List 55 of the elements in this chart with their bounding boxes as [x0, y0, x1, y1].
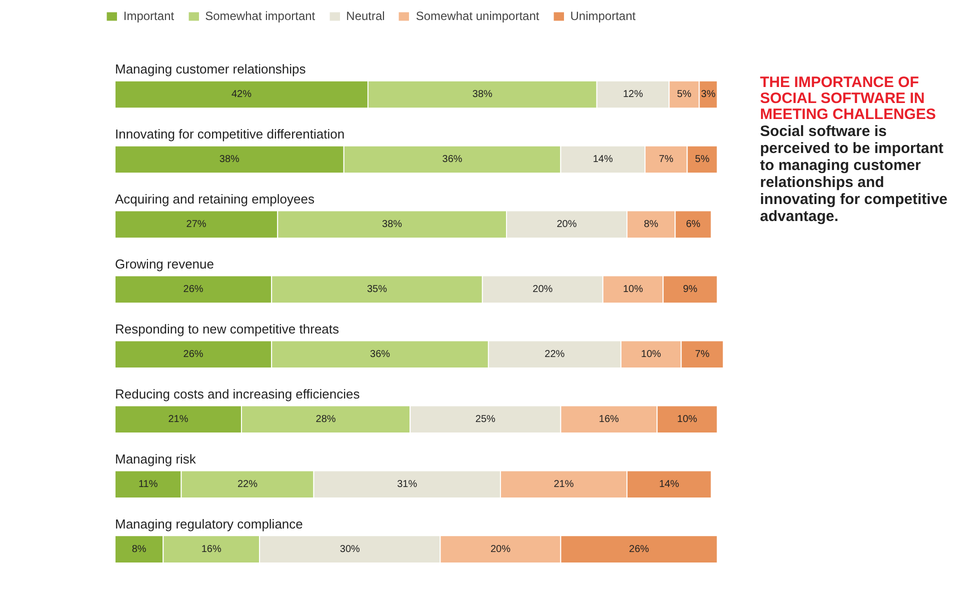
legend-label: Somewhat important — [205, 9, 316, 23]
data-label: 5% — [676, 89, 692, 100]
data-label: 21% — [168, 414, 188, 425]
data-label: 10% — [641, 348, 662, 360]
data-label: 26% — [629, 544, 650, 555]
data-label: 9% — [682, 284, 698, 295]
y-tick-label: Reducing costs and increasing efficiencies — [115, 386, 360, 402]
data-label: 11% — [138, 478, 158, 490]
data-label: 38% — [382, 218, 402, 230]
data-label: 38% — [219, 154, 240, 165]
data-label: 22% — [544, 348, 565, 360]
data-label: 7% — [658, 154, 674, 165]
data-label: 10% — [677, 414, 698, 425]
data-label: 8% — [644, 218, 658, 230]
data-label: 20% — [556, 218, 577, 230]
y-tick-label: Growing revenue — [115, 256, 214, 272]
legend-label: Neutral — [346, 9, 385, 23]
data-label: 35% — [367, 284, 388, 295]
data-label: 5% — [695, 154, 710, 165]
data-label: 26% — [183, 348, 204, 360]
y-tick-label: Acquiring and retaining employees — [115, 192, 315, 207]
data-label: 26% — [183, 284, 204, 295]
y-tick-label: Managing regulatory compliance — [115, 516, 303, 532]
data-label: 42% — [231, 89, 252, 100]
text: Social software is perceived to be important to managing customer relationships and innovating for competitive advantage. — [760, 123, 949, 225]
data-label: 31% — [397, 478, 418, 490]
text: THE IMPORTANCE OF SOCIAL SOFTWARE IN MEETING CHALLENGES — [760, 74, 937, 123]
data-label: 36% — [442, 154, 462, 165]
data-label: 28% — [316, 414, 336, 425]
y-tick-label: Managing risk — [115, 452, 196, 467]
data-label: 3% — [701, 89, 716, 100]
y-tick-label: Managing customer relationships — [115, 62, 306, 77]
data-label: 16% — [598, 414, 620, 425]
data-label: 25% — [475, 414, 496, 425]
data-label: 20% — [532, 284, 553, 295]
legend-label: Somewhat unimportant — [416, 9, 540, 23]
data-label: 38% — [472, 89, 493, 100]
legend-label: Unimportant — [570, 9, 636, 23]
data-label: 21% — [554, 478, 574, 490]
data-label: 14% — [592, 154, 613, 165]
data-label: 8% — [132, 544, 146, 555]
data-label: 36% — [370, 348, 390, 360]
data-label: 22% — [238, 478, 258, 490]
data-label: 10% — [622, 284, 644, 295]
data-label: 12% — [622, 89, 644, 100]
y-tick-label: Responding to new competitive threats — [115, 322, 340, 337]
legend-label: Important — [123, 9, 174, 23]
data-label: 27% — [186, 218, 206, 230]
data-label: 16% — [201, 544, 222, 555]
data-label: 30% — [340, 544, 360, 555]
data-label: 20% — [490, 544, 511, 555]
data-label: 14% — [659, 478, 680, 490]
data-label: 6% — [686, 218, 701, 230]
data-label: 7% — [695, 348, 710, 360]
y-tick-label: Innovating for competitive differentiation — [115, 126, 345, 142]
